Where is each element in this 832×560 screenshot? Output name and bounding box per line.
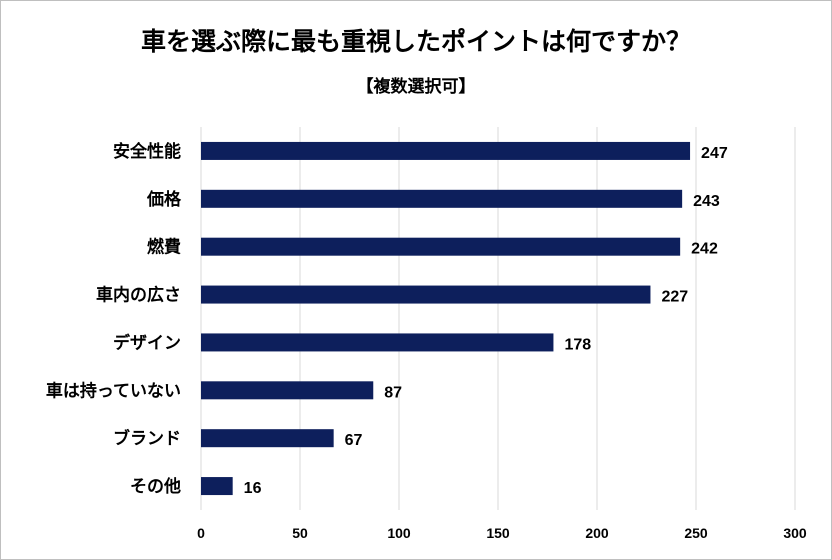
x-tick-label: 300 [783,525,807,541]
x-tick-label: 200 [585,525,609,541]
data-labels: 247 243 242 227 178 87 67 16 [244,145,728,497]
bar [201,141,691,160]
bar [201,285,651,304]
category-label: 燃費 [147,237,181,258]
x-tick-label: 250 [684,525,708,541]
chart-subtitle: 【複数選択可】 [356,77,476,97]
category-label: 車は持っていない [46,380,181,401]
category-label: その他 [130,476,181,497]
x-axis-tick-labels: 0 50 100 150 200 250 300 [197,525,807,541]
bar [201,477,233,496]
data-label: 87 [384,384,402,401]
x-tick-label: 150 [486,525,510,541]
bar [201,237,681,256]
bar [201,189,683,208]
bars [201,141,691,496]
bar [201,381,374,400]
category-label: 価格 [146,189,182,210]
bar [201,429,334,448]
data-label: 227 [661,289,688,306]
data-label: 67 [345,432,363,449]
x-tick-label: 50 [292,525,308,541]
data-label: 247 [701,145,728,162]
bar [201,333,554,352]
data-label: 242 [691,241,718,258]
category-label: デザイン [113,332,181,353]
data-label: 178 [564,336,591,353]
x-tick-label: 0 [197,525,205,541]
gridlines [200,127,796,510]
chart-title: 車を選ぶ際に最も重視したポイントは何ですか？ [140,27,691,56]
category-label: ブランド [113,428,181,449]
x-tick-label: 100 [387,525,411,541]
category-label: 車内の広さ [96,285,181,306]
category-label: 安全性能 [113,141,181,162]
data-label: 16 [244,480,262,497]
data-label: 243 [693,193,720,210]
